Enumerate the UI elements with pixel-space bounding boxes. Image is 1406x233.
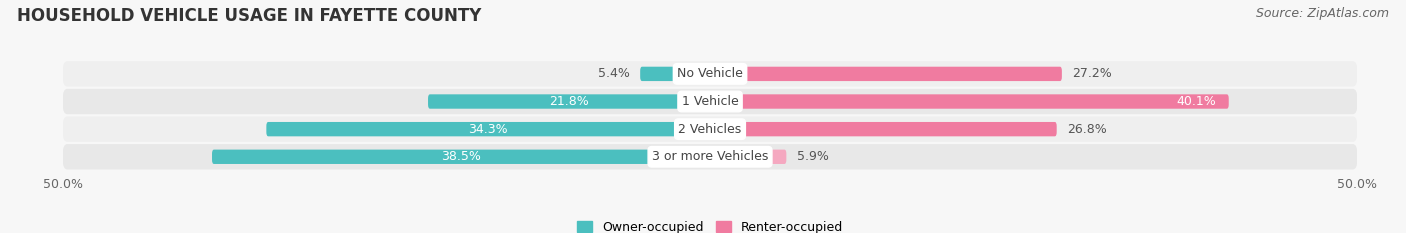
FancyBboxPatch shape: [710, 94, 1229, 109]
FancyBboxPatch shape: [63, 61, 1357, 87]
FancyBboxPatch shape: [710, 122, 1057, 136]
Text: No Vehicle: No Vehicle: [678, 67, 742, 80]
Legend: Owner-occupied, Renter-occupied: Owner-occupied, Renter-occupied: [576, 221, 844, 233]
FancyBboxPatch shape: [710, 150, 786, 164]
Text: 5.4%: 5.4%: [598, 67, 630, 80]
FancyBboxPatch shape: [710, 67, 1062, 81]
FancyBboxPatch shape: [212, 150, 710, 164]
Text: 27.2%: 27.2%: [1073, 67, 1112, 80]
FancyBboxPatch shape: [63, 116, 1357, 142]
Text: 2 Vehicles: 2 Vehicles: [679, 123, 741, 136]
FancyBboxPatch shape: [427, 94, 710, 109]
Text: 26.8%: 26.8%: [1067, 123, 1107, 136]
Text: 40.1%: 40.1%: [1175, 95, 1216, 108]
Text: 3 or more Vehicles: 3 or more Vehicles: [652, 150, 768, 163]
Text: Source: ZipAtlas.com: Source: ZipAtlas.com: [1256, 7, 1389, 20]
Text: 34.3%: 34.3%: [468, 123, 508, 136]
FancyBboxPatch shape: [63, 144, 1357, 169]
FancyBboxPatch shape: [63, 89, 1357, 114]
Text: 38.5%: 38.5%: [441, 150, 481, 163]
Text: HOUSEHOLD VEHICLE USAGE IN FAYETTE COUNTY: HOUSEHOLD VEHICLE USAGE IN FAYETTE COUNT…: [17, 7, 481, 25]
Text: 5.9%: 5.9%: [797, 150, 828, 163]
FancyBboxPatch shape: [266, 122, 710, 136]
Text: 21.8%: 21.8%: [550, 95, 589, 108]
Text: 1 Vehicle: 1 Vehicle: [682, 95, 738, 108]
FancyBboxPatch shape: [640, 67, 710, 81]
